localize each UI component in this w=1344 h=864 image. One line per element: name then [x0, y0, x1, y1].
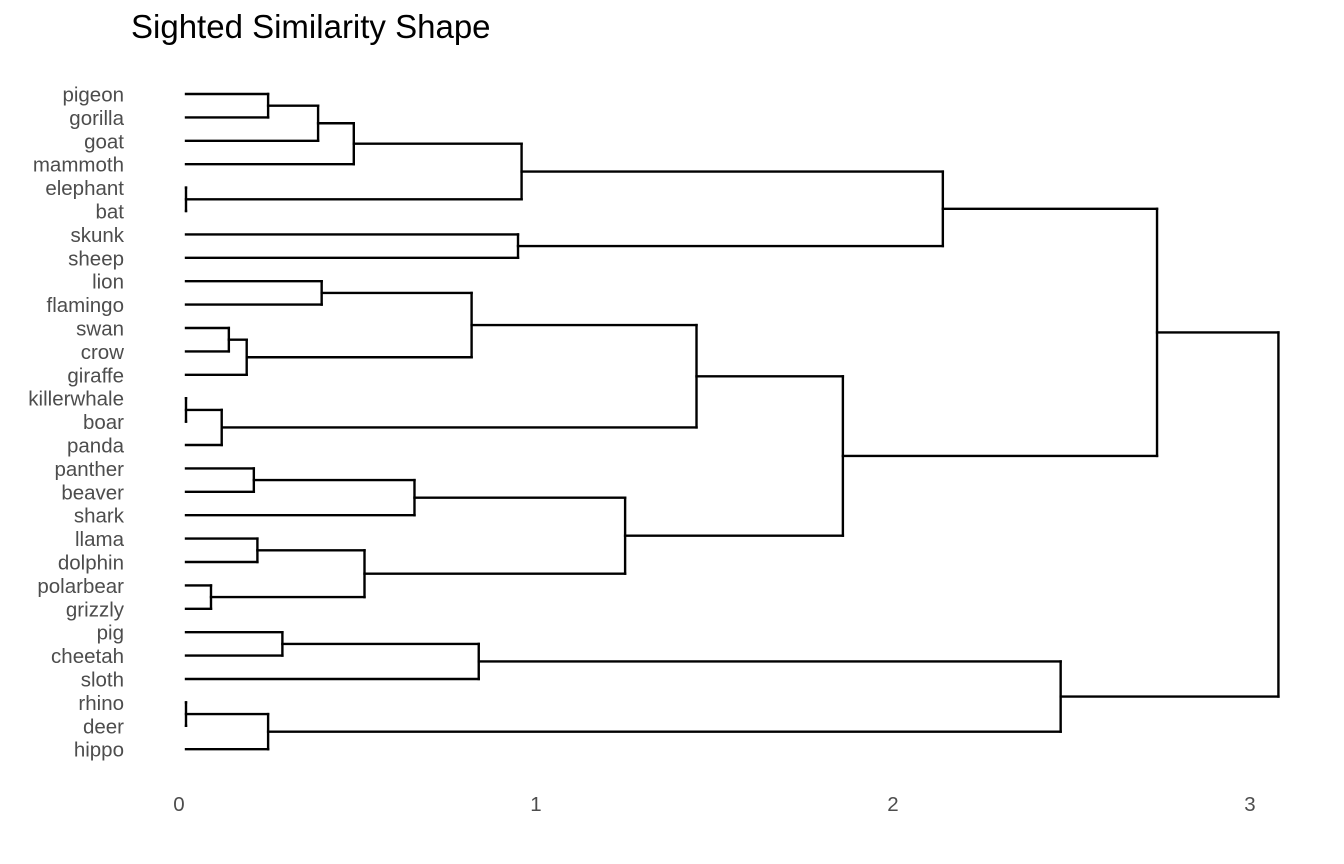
- merge-m24: [184, 642, 480, 681]
- leaf-label-panda: panda: [67, 435, 125, 458]
- merge-m6: [184, 233, 520, 259]
- leaf-label-elephant: elephant: [45, 177, 124, 200]
- x-tick-label: 3: [1244, 793, 1255, 816]
- leaf-label-mammoth: mammoth: [33, 154, 124, 177]
- leaf-label-hippo: hippo: [74, 739, 124, 762]
- merge-m27: [266, 660, 1062, 733]
- merge-m10: [184, 338, 248, 376]
- merge-m21: [623, 375, 845, 537]
- merge-m3: [184, 122, 355, 166]
- leaf-label-group: pigeongorillagoatmammothelephantbatskunk…: [28, 84, 124, 762]
- leaf-label-giraffe: giraffe: [67, 364, 124, 387]
- merge-m18: [184, 584, 213, 610]
- merge-m9: [184, 326, 231, 353]
- merge-m15: [184, 467, 256, 493]
- merge-m2: [184, 104, 320, 143]
- leaf-label-flamingo: flamingo: [47, 294, 125, 317]
- leaf-label-skunk: skunk: [70, 224, 124, 247]
- leaf-label-sloth: sloth: [81, 669, 124, 692]
- leaf-label-polarbear: polarbear: [37, 575, 124, 598]
- merge-m16: [184, 478, 416, 517]
- leaf-label-crow: crow: [81, 341, 124, 364]
- leaf-label-killerwhale: killerwhale: [28, 388, 124, 411]
- merge-m1: [184, 92, 270, 119]
- leaf-label-boar: boar: [83, 411, 124, 434]
- merge-m20: [363, 496, 627, 575]
- merge-m7: [516, 170, 945, 248]
- leaf-label-pigeon: pigeon: [62, 84, 124, 107]
- leaf-label-cheetah: cheetah: [51, 645, 124, 668]
- leaf-label-gorilla: gorilla: [69, 107, 124, 130]
- leaf-label-swan: swan: [76, 318, 124, 341]
- leaf-label-panther: panther: [54, 458, 124, 481]
- dendrogram-branches: [184, 92, 1280, 751]
- x-tick-label: 1: [530, 793, 541, 816]
- merge-m11: [245, 291, 473, 359]
- leaf-label-deer: deer: [83, 715, 124, 738]
- leaf-label-pig: pig: [97, 622, 124, 645]
- x-axis: 0 1 2 3: [173, 793, 1255, 816]
- leaf-label-beaver: beaver: [61, 481, 124, 504]
- merge-m19: [209, 549, 366, 599]
- merge-m23: [184, 631, 284, 657]
- merge-m17: [184, 537, 259, 564]
- merge-m8: [184, 280, 323, 306]
- leaf-label-goat: goat: [84, 130, 124, 153]
- leaf-label-sheep: sheep: [68, 247, 124, 270]
- leaf-label-lion: lion: [92, 271, 124, 294]
- leaf-label-shark: shark: [74, 505, 125, 528]
- merge-m28: [1059, 331, 1280, 698]
- leaf-label-rhino: rhino: [78, 692, 124, 715]
- merge-m13: [184, 408, 223, 447]
- leaf-label-dolphin: dolphin: [58, 552, 124, 575]
- x-tick-label: 0: [173, 793, 184, 816]
- leaf-label-grizzly: grizzly: [66, 598, 125, 621]
- chart-title: Sighted Similarity Shape: [131, 8, 491, 45]
- merge-m26: [184, 712, 270, 751]
- x-tick-label: 2: [887, 793, 898, 816]
- merge-m14: [220, 323, 698, 429]
- leaf-label-llama: llama: [75, 528, 125, 551]
- leaf-label-bat: bat: [96, 201, 125, 224]
